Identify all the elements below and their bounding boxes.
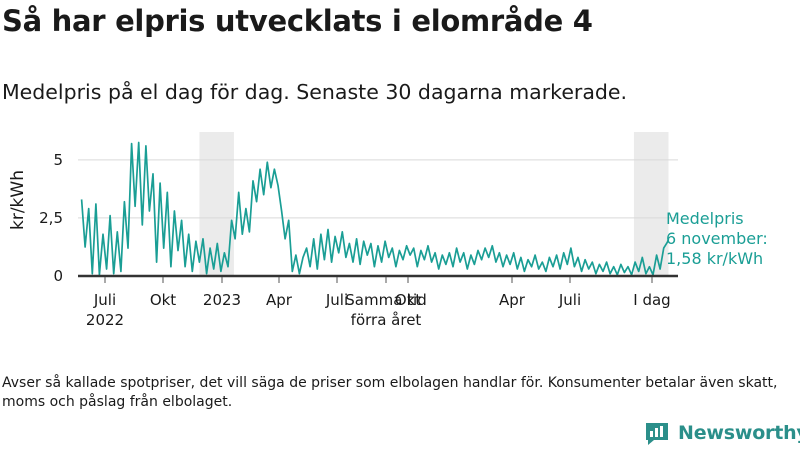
x-tick-label: Juli <box>558 291 581 309</box>
y-gridlines <box>78 159 678 219</box>
footnote: Avser så kallade spotpriser, det vill sä… <box>2 375 778 410</box>
annotation-line: 6 november: <box>666 229 768 248</box>
price-series-line <box>80 141 670 276</box>
x-tick-label: Juli <box>93 291 116 309</box>
newsworthy-logo-icon <box>646 423 668 445</box>
chart-subtitle: Medelpris på el dag för dag. Senaste 30 … <box>2 80 628 104</box>
y-axis-label: kr/kWh <box>8 170 28 230</box>
page-title: Så har elpris utvecklats i elområde 4 <box>2 4 593 38</box>
y-tick-label: 5 <box>53 151 63 169</box>
x-tick-sublabel: 2022 <box>86 311 124 329</box>
x-tick-label: Okt <box>150 291 176 309</box>
y-tick-label: 2,5 <box>39 209 63 227</box>
x-tick-label: Apr <box>499 291 526 309</box>
brand-logo: Newsworthy <box>644 420 800 446</box>
annotation-line: Medelpris <box>666 209 744 228</box>
y-tick-labels: 02,55 <box>39 151 63 285</box>
x-tick-label: Apr <box>266 291 293 309</box>
x-tick-label: 2023 <box>203 291 241 309</box>
x-tick-label: Okt <box>395 291 421 309</box>
x-tick-sublabel: förra året <box>351 311 422 329</box>
brand-name: Newsworthy <box>678 422 800 444</box>
annotation-line: 1,58 kr/kWh <box>666 249 763 268</box>
x-tick-label: Juli <box>325 291 348 309</box>
x-tick-label: Samma tid <box>345 291 426 309</box>
y-tick-label: 0 <box>53 267 63 285</box>
x-tick-label: I dag <box>633 291 670 309</box>
